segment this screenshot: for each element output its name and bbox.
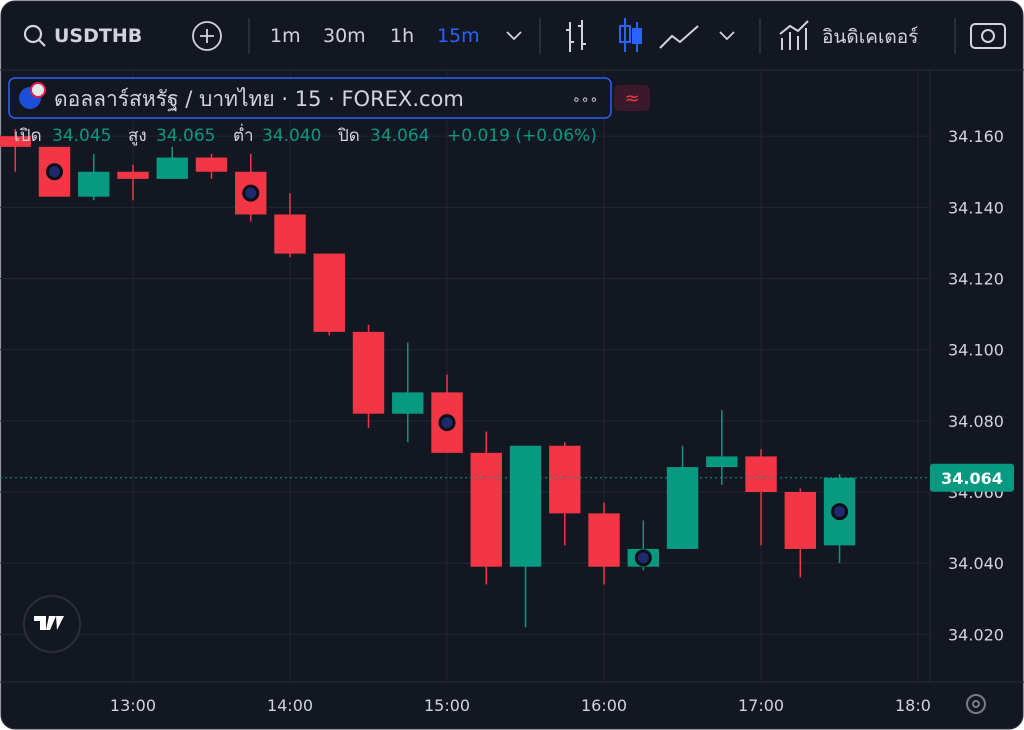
menu[interactable]: ∘∘∘ (572, 92, 598, 108)
event-marker (45, 163, 63, 181)
add-icon (200, 29, 214, 43)
price-badge-label: 34.064 (941, 469, 1003, 488)
candle-body (745, 456, 777, 492)
compare-icon: ≈ (624, 88, 639, 109)
search-icon (38, 39, 46, 47)
legend-value: 34.040 (262, 126, 321, 146)
interval[interactable]: 1h (390, 25, 414, 47)
candle-body (195, 157, 228, 172)
y-tick-label: 34.160 (948, 127, 1004, 146)
axes: 34.02034.04034.06034.08034.10034.12034.1… (110, 127, 1014, 715)
indicators[interactable]: อินดิเคเตอร์ (822, 26, 918, 48)
y-tick-label: 34.040 (948, 554, 1004, 573)
candle-body (78, 171, 110, 197)
candle-body (470, 452, 502, 567)
settings-icon (972, 700, 980, 708)
dropdown[interactable] (719, 31, 735, 41)
legend-label: ต่ำ (233, 123, 254, 146)
compare-button[interactable] (614, 85, 650, 111)
candle-body (274, 214, 306, 254)
x-tick-label: 18:00 (895, 696, 941, 715)
x-tick-label: 16:00 (581, 696, 627, 715)
area-icon[interactable] (659, 25, 699, 49)
candle-body (784, 491, 817, 549)
y-tick-label: 34.020 (948, 625, 1004, 644)
legend-label: เปิด (14, 126, 42, 146)
plot (0, 129, 930, 628)
th-flag (30, 82, 46, 98)
candle-body (117, 171, 149, 179)
symbol-title: ดอลลาร์สหรัฐ / บาทไทย · 15 · FOREX.com (54, 87, 464, 111)
event-marker (242, 184, 260, 202)
ohlc-legend: เปิด 34.045 สูง 34.065 ต่ำ 34.040 ปิด 34… (14, 123, 597, 146)
search-icon[interactable] (23, 24, 43, 44)
symbol[interactable]: USDTHB (54, 25, 142, 47)
interval-active[interactable]: 15m (437, 25, 480, 47)
interval[interactable]: 1m (270, 25, 301, 47)
bars-icon[interactable] (566, 20, 586, 52)
candle-body (588, 513, 620, 567)
candle-body (313, 253, 345, 332)
legend-value: 34.064 (370, 126, 429, 146)
legend-value: 34.065 (156, 126, 215, 146)
event-marker (634, 549, 652, 567)
symbol-box[interactable] (8, 77, 612, 119)
settings-icon[interactable] (966, 694, 986, 714)
candle-body (392, 392, 424, 414)
y-tick-label: 34.080 (948, 412, 1004, 431)
event-marker (438, 414, 456, 432)
legend-value: 34.045 (52, 126, 111, 146)
candle-body (156, 157, 188, 179)
dropdown[interactable] (506, 31, 522, 41)
toolbar: USDTHB 1m 30m 1h 15m อินดิเคเตอร์ (23, 18, 1006, 54)
price-badge (930, 463, 1014, 492)
candles-icon (632, 28, 642, 44)
candle-body (509, 445, 542, 567)
event-marker (831, 503, 849, 521)
legend-change: +0.019 (+0.06%) (447, 126, 597, 146)
indicator-icon[interactable] (779, 20, 809, 50)
add-button[interactable] (192, 21, 222, 51)
logo-mark (34, 616, 64, 630)
y-tick-label: 34.100 (948, 341, 1004, 360)
camera-icon[interactable] (970, 23, 1006, 49)
candle-body (352, 331, 385, 414)
candle-body (549, 445, 581, 514)
legend-label: ปิด (337, 126, 360, 146)
candle-body (0, 136, 31, 147)
legend-label: สูง (128, 126, 147, 146)
camera-lens (981, 29, 995, 43)
x-tick-label: 14:00 (267, 696, 313, 715)
x-tick-label: 13:00 (110, 696, 156, 715)
candles-icon[interactable] (619, 25, 631, 43)
candle-body (706, 456, 738, 468)
candle-body (666, 467, 699, 549)
x-tick-label: 17:00 (738, 696, 784, 715)
y-tick-label: 34.140 (948, 198, 1004, 217)
y-tick-label: 34.120 (948, 270, 1004, 289)
interval[interactable]: 30m (323, 25, 366, 47)
x-tick-label: 15:00 (424, 696, 470, 715)
